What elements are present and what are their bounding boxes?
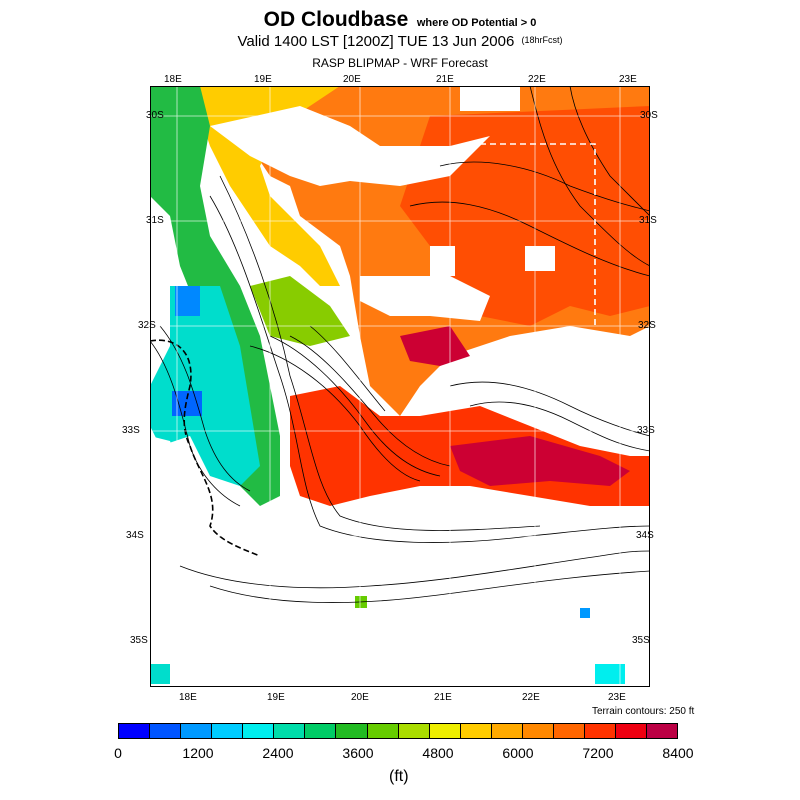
- cell-cyan-se: [595, 664, 625, 684]
- right-lat-tick: 34S: [636, 530, 654, 541]
- title-qualifier: where OD Potential > 0: [416, 17, 537, 29]
- terrain-contour-note: Terrain contours: 250 ft: [592, 706, 695, 717]
- colorbar-tick-label: 3600: [342, 745, 374, 761]
- colorbar-swatch: [616, 724, 648, 738]
- left-lat-tick: 33S: [122, 425, 140, 436]
- right-lat-tick: 33S: [637, 425, 655, 436]
- left-lat-tick: 30S: [146, 110, 164, 121]
- colorbar-swatch: [367, 724, 399, 738]
- colorbar-swatch: [243, 724, 275, 738]
- map-border: [150, 86, 650, 687]
- colorbar-swatch: [553, 724, 585, 738]
- map-svg: [150, 86, 650, 687]
- bottom-lon-tick: 22E: [522, 692, 540, 703]
- nodata-patch-north: [210, 106, 490, 186]
- colorbar-swatch: [150, 724, 182, 738]
- colorbar-tick-label: 7200: [582, 745, 614, 761]
- bottom-lon-tick: 23E: [608, 692, 626, 703]
- cloudbase-field-blue: [172, 391, 202, 416]
- cell-blue-se: [580, 608, 590, 618]
- colorbar-swatch: [647, 724, 678, 738]
- cloudbase-field-crimson: [450, 436, 630, 486]
- nodata-patch-mid: [360, 276, 490, 321]
- left-lat-tick: 34S: [126, 530, 144, 541]
- colorbar-swatch: [429, 724, 461, 738]
- colorbar-swatch: [584, 724, 616, 738]
- colorbar-swatch: [460, 724, 492, 738]
- top-lon-tick: 22E: [528, 74, 546, 85]
- map-title: OD Cloudbase where OD Potential > 0: [0, 8, 800, 32]
- title-main: OD Cloudbase: [263, 8, 409, 31]
- latlon-grid: [150, 86, 650, 687]
- colorbar-units: (ft): [389, 768, 409, 785]
- cloudbase-field-blue2: [175, 286, 200, 316]
- colorbar-tick-label: 0: [114, 745, 122, 761]
- forecast-hours: (18hrFcst): [521, 35, 563, 45]
- colorbar-swatch: [491, 724, 523, 738]
- nodata-patch-small1: [525, 246, 555, 271]
- left-lat-tick: 32S: [138, 320, 156, 331]
- colorbar: [118, 723, 678, 739]
- bottom-lon-tick: 18E: [179, 692, 197, 703]
- valid-time-line: Valid 1400 LST [1200Z] TUE 13 Jun 2006 (…: [0, 33, 800, 50]
- province-boundary: [480, 143, 596, 326]
- colorbar-swatch: [305, 724, 337, 738]
- colorbar-swatch: [119, 724, 151, 738]
- sea-area-west: [150, 436, 190, 506]
- bottom-lon-tick: 21E: [434, 692, 452, 703]
- colorbar-tick-label: 6000: [502, 745, 534, 761]
- cloudbase-field-crimson2: [400, 326, 470, 366]
- bottom-lon-tick: 20E: [351, 692, 369, 703]
- colorbar-swatch: [212, 724, 244, 738]
- nodata-patch-small3: [460, 86, 520, 111]
- right-lat-tick: 35S: [632, 635, 650, 646]
- colorbar-swatch: [274, 724, 306, 738]
- colorbar-tick-label: 8400: [662, 745, 694, 761]
- top-lon-tick: 18E: [164, 74, 182, 85]
- left-lat-tick: 31S: [146, 215, 164, 226]
- top-lon-tick: 23E: [619, 74, 637, 85]
- colorbar-tick-label: 2400: [262, 745, 294, 761]
- right-lat-tick: 30S: [640, 110, 658, 121]
- right-lat-tick: 32S: [638, 320, 656, 331]
- colorbar-swatch: [522, 724, 554, 738]
- left-lat-tick: 35S: [130, 635, 148, 646]
- colorbar-swatch: [181, 724, 213, 738]
- sea-area: [150, 506, 650, 687]
- top-lon-tick: 20E: [343, 74, 361, 85]
- source-line: RASP BLIPMAP - WRF Forecast: [312, 56, 488, 70]
- cloudbase-field-lightgreen: [250, 276, 350, 346]
- valid-time-text: Valid 1400 LST [1200Z] TUE 13 Jun 2006: [237, 33, 515, 50]
- colorbar-swatch: [336, 724, 368, 738]
- map-panel: [150, 86, 650, 687]
- nodata-patch-small2: [430, 246, 455, 276]
- colorbar-tick-label: 1200: [182, 745, 214, 761]
- top-lon-tick: 19E: [254, 74, 272, 85]
- colorbar-tick-label: 4800: [422, 745, 454, 761]
- cell-cyan-sw: [150, 664, 170, 684]
- top-lon-tick: 21E: [436, 74, 454, 85]
- right-lat-tick: 31S: [639, 215, 657, 226]
- bottom-lon-tick: 19E: [267, 692, 285, 703]
- coastline: [150, 339, 261, 557]
- cloudbase-field-cyan: [150, 286, 260, 486]
- colorbar-swatch: [398, 724, 430, 738]
